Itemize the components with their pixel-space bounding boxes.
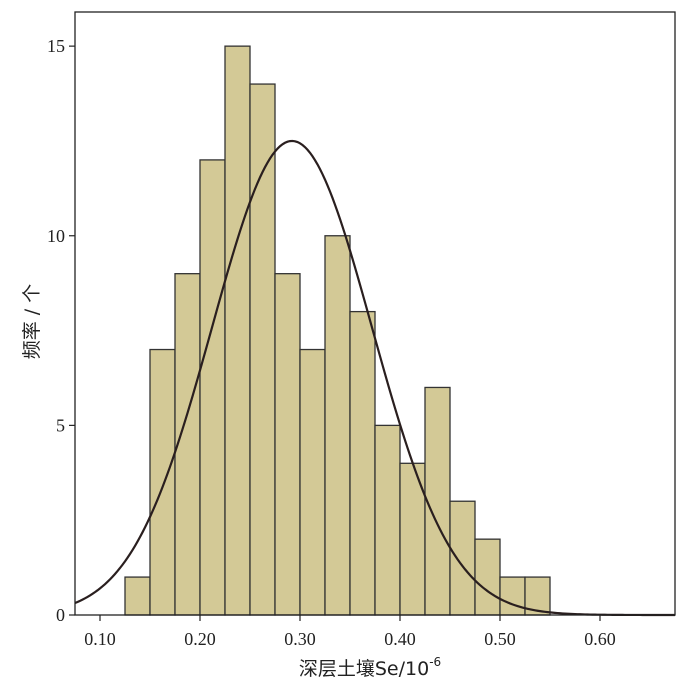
y-tick-label: 0 <box>56 605 65 625</box>
x-tick-label: 0.40 <box>384 629 416 649</box>
x-axis: 0.10 0.20 0.30 0.40 0.50 0.60 <box>84 615 616 649</box>
x-axis-title-main: 深层土壤Se/10 <box>299 658 429 680</box>
histogram-bar <box>124 576 151 616</box>
y-axis-title: 频率 / 个 <box>21 284 43 359</box>
histogram-bar <box>399 462 426 616</box>
histogram-bar <box>224 45 251 616</box>
x-tick-label: 0.20 <box>184 629 216 649</box>
y-tick-label: 15 <box>47 36 65 56</box>
histogram-bar <box>424 386 451 616</box>
histogram-bar <box>249 83 276 616</box>
y-tick-label: 5 <box>56 415 65 435</box>
x-tick-label: 0.50 <box>484 629 516 649</box>
bars-layer <box>124 45 551 616</box>
histogram-bar <box>199 159 226 616</box>
plot-frame <box>74 11 676 616</box>
x-tick-label: 0.10 <box>84 629 116 649</box>
histogram-bar <box>299 348 326 616</box>
histogram-bar <box>274 273 301 616</box>
histogram-bar <box>324 235 351 616</box>
histogram-bar <box>349 310 376 616</box>
histogram-bar <box>174 273 201 616</box>
x-tick-label: 0.60 <box>584 629 616 649</box>
x-tick-label: 0.30 <box>284 629 316 649</box>
x-axis-title-superscript: -6 <box>429 655 441 669</box>
y-axis: 0 5 10 15 <box>47 36 75 625</box>
normal-curve <box>74 139 676 617</box>
histogram-bar <box>449 500 476 616</box>
histogram-bar <box>374 424 401 616</box>
histogram-bar <box>499 576 526 616</box>
x-axis-title: 深层土壤Se/10-6 <box>299 655 441 680</box>
histogram-bar <box>474 538 501 616</box>
histogram-bar <box>149 348 176 616</box>
y-tick-label: 10 <box>47 226 65 246</box>
